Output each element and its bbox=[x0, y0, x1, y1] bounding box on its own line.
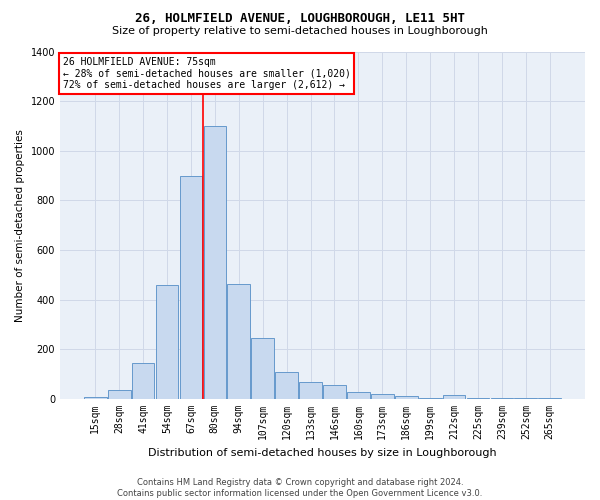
Bar bbox=[395, 396, 418, 399]
Bar bbox=[275, 372, 298, 399]
Bar bbox=[538, 398, 561, 399]
Bar bbox=[514, 398, 537, 399]
Bar bbox=[491, 398, 513, 399]
Bar bbox=[347, 392, 370, 399]
Bar bbox=[179, 176, 202, 399]
Bar bbox=[299, 382, 322, 399]
Bar bbox=[323, 384, 346, 399]
Bar bbox=[443, 396, 466, 399]
X-axis label: Distribution of semi-detached houses by size in Loughborough: Distribution of semi-detached houses by … bbox=[148, 448, 497, 458]
Bar bbox=[108, 390, 131, 399]
Bar bbox=[467, 398, 490, 399]
Text: 26 HOLMFIELD AVENUE: 75sqm
← 28% of semi-detached houses are smaller (1,020)
72%: 26 HOLMFIELD AVENUE: 75sqm ← 28% of semi… bbox=[62, 56, 350, 90]
Bar bbox=[155, 285, 178, 399]
Text: Contains HM Land Registry data © Crown copyright and database right 2024.
Contai: Contains HM Land Registry data © Crown c… bbox=[118, 478, 482, 498]
Y-axis label: Number of semi-detached properties: Number of semi-detached properties bbox=[15, 129, 25, 322]
Bar bbox=[227, 284, 250, 399]
Bar bbox=[371, 394, 394, 399]
Bar bbox=[203, 126, 226, 399]
Text: Size of property relative to semi-detached houses in Loughborough: Size of property relative to semi-detach… bbox=[112, 26, 488, 36]
Bar bbox=[84, 396, 107, 399]
Text: 26, HOLMFIELD AVENUE, LOUGHBOROUGH, LE11 5HT: 26, HOLMFIELD AVENUE, LOUGHBOROUGH, LE11… bbox=[135, 12, 465, 26]
Bar bbox=[251, 338, 274, 399]
Bar bbox=[419, 398, 442, 399]
Bar bbox=[132, 363, 154, 399]
